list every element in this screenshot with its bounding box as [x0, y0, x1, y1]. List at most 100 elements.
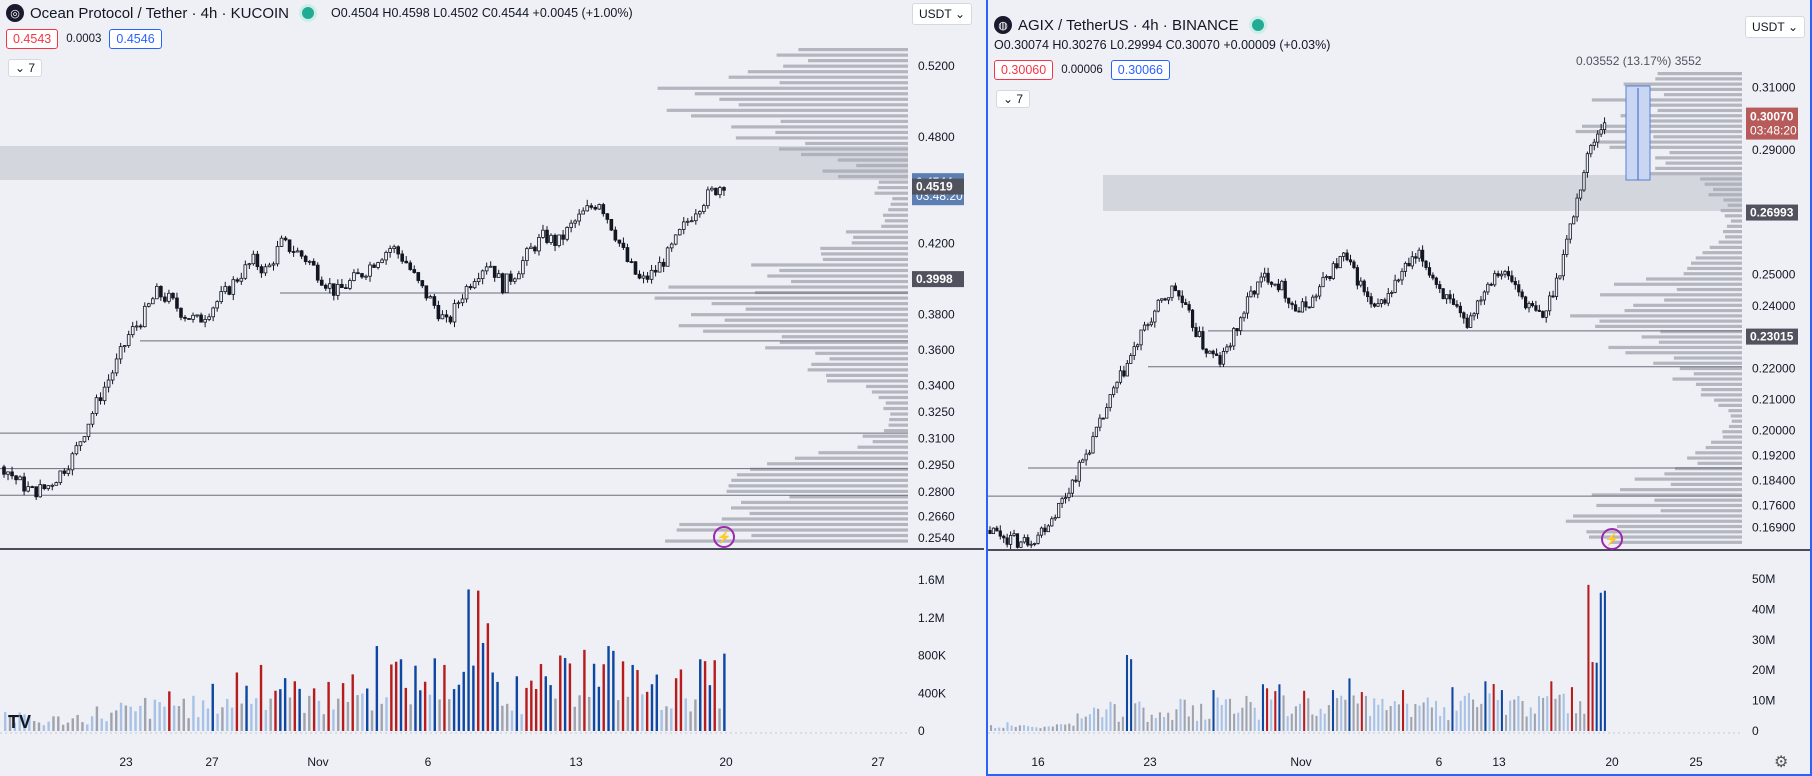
candle-body	[299, 250, 304, 257]
right-symbol-title[interactable]: AGIX / TetherUS · 4h · BINANCE	[1018, 16, 1239, 34]
level-price-label: 0.4519	[916, 180, 953, 194]
left-symbol-title[interactable]: Ocean Protocol / Tether · 4h · KUCOIN	[30, 4, 289, 22]
lightning-icon[interactable]: ⚡	[713, 526, 735, 548]
candle-body	[1008, 535, 1013, 545]
price-axis-tick: 0.2660	[918, 510, 955, 524]
volume-bar	[153, 699, 157, 731]
volume-profile-bar	[783, 64, 908, 68]
price-axis-tick: 0.4200	[918, 236, 955, 250]
volume-bar	[283, 678, 287, 731]
candle-countdown-label: 03:48:20	[1750, 124, 1797, 138]
volume-bar	[163, 706, 166, 731]
left-ask-button[interactable]: 0.4546	[109, 29, 162, 49]
volume-bar	[665, 706, 668, 731]
right-indicators-toggle[interactable]: ⌄ 7	[996, 90, 1031, 108]
candle-body	[625, 247, 630, 262]
volume-bar	[689, 711, 692, 731]
volume-bar	[694, 699, 697, 731]
tradingview-logo-icon[interactable]: TV	[8, 712, 32, 732]
candle-body	[1180, 295, 1184, 304]
candle-body	[1523, 296, 1528, 309]
candle-body	[537, 237, 541, 252]
volume-profile-bar	[845, 230, 908, 234]
volume-bar	[279, 689, 282, 731]
time-axis-tick: 6	[425, 755, 432, 769]
candle-body	[307, 260, 312, 263]
volume-bar	[1080, 718, 1083, 731]
volume-bar	[641, 694, 644, 731]
candle-body	[1194, 327, 1198, 337]
left-chart-pane[interactable]: 0.5200 0.4800 0.4200 0.3800 0.3600 0.3400 0.32…	[0, 0, 984, 776]
candle-body	[1390, 292, 1394, 294]
volume-bar	[312, 688, 316, 731]
left-chart-canvas[interactable]: 0.5200 0.4800 0.4200 0.3800 0.3600 0.3400 0.32…	[0, 0, 984, 776]
supply-zone	[1103, 175, 1742, 211]
volume-bar	[274, 690, 277, 731]
volume-profile-bar	[1697, 461, 1742, 465]
candle-body	[1324, 276, 1329, 278]
candle-body	[384, 251, 388, 261]
price-axis-tick: 0.5200	[918, 59, 955, 73]
right-bid-button[interactable]: 0.30060	[994, 60, 1054, 80]
candle-body	[681, 221, 686, 230]
volume-bar	[423, 681, 427, 731]
candle-body	[1376, 303, 1380, 307]
volume-profile-bar	[1642, 103, 1742, 107]
volume-bar	[115, 710, 118, 731]
candle-body	[70, 453, 75, 471]
volume-bar	[1352, 695, 1355, 731]
volume-bar	[1599, 592, 1602, 731]
volume-bar	[1558, 694, 1561, 731]
volume-profile-bar	[1573, 514, 1742, 518]
volume-profile-bar	[735, 136, 908, 140]
candle-body	[1369, 296, 1373, 305]
volume-bar	[1027, 726, 1030, 731]
candle-body	[400, 253, 405, 262]
volume-bar	[597, 686, 601, 731]
volume-bar	[1093, 707, 1096, 731]
left-bid-button[interactable]: 0.4543	[6, 29, 59, 49]
volume-bar	[559, 655, 562, 731]
candle-body	[521, 260, 525, 275]
candle-body	[1266, 272, 1270, 283]
volume-bar	[1439, 715, 1442, 731]
candle-body	[98, 397, 103, 402]
candle-body	[392, 246, 396, 249]
candle-body	[529, 246, 533, 250]
volume-profile-bar	[1625, 351, 1742, 355]
candle-body	[1551, 295, 1555, 298]
right-chart-canvas[interactable]: 0.31000 0.29000 0.25000 0.24000 0.22000 0.210…	[988, 0, 1810, 774]
right-ask-button[interactable]: 0.30066	[1110, 60, 1170, 80]
volume-profile-bar	[726, 489, 908, 493]
supply-zone	[0, 146, 908, 180]
candle-body	[1366, 291, 1370, 298]
left-indicators-toggle[interactable]: ⌄ 7	[8, 59, 43, 77]
candle-body	[1108, 394, 1112, 408]
candle-body	[14, 475, 18, 481]
volume-profile-bar	[883, 406, 908, 411]
right-currency-select[interactable]: USDT ⌄	[1745, 16, 1805, 38]
candle-body	[1094, 426, 1099, 437]
gear-icon[interactable]: ⚙	[1774, 754, 1789, 771]
right-chart-pane[interactable]: 0.31000 0.29000 0.25000 0.24000 0.22000 0.210…	[986, 0, 1812, 776]
volume-bar	[602, 664, 605, 731]
volume-profile-bar	[678, 324, 908, 328]
volume-bar	[1517, 695, 1520, 731]
volume-profile-bar	[1660, 509, 1742, 513]
volume-profile-bar	[1695, 382, 1742, 386]
volume-bar	[472, 665, 475, 731]
left-currency-select[interactable]: USDT ⌄	[912, 3, 972, 25]
volume-profile-bar	[728, 484, 908, 488]
right-symbol-legend: ◍ AGIX / TetherUS · 4h · BINANCE	[994, 16, 1267, 34]
price-axis-tick: 0.3250	[918, 405, 955, 419]
candle-body	[235, 279, 240, 282]
price-axis-tick: 0.4800	[918, 130, 955, 144]
volume-bar	[679, 669, 683, 731]
lightning-icon[interactable]: ⚡	[1601, 528, 1623, 550]
volume-profile-bar	[767, 462, 908, 466]
volume-bar	[66, 722, 70, 731]
volume-profile-bar	[1664, 298, 1742, 302]
volume-profile-bar	[1664, 472, 1742, 476]
volume-bar	[998, 727, 1001, 731]
candle-body	[561, 234, 565, 240]
